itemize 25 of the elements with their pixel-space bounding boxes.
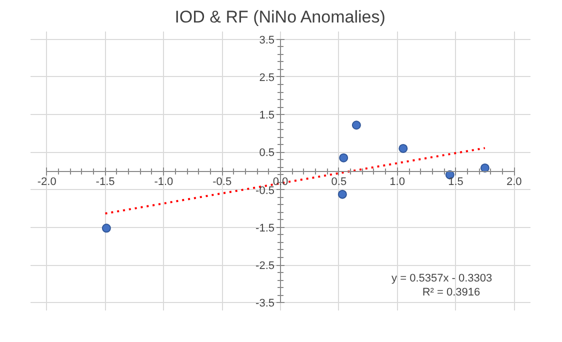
annotation: y = 0.5357x - 0.3303 <box>392 272 492 285</box>
y-tick-label: -2.5 <box>256 260 275 272</box>
point <box>480 164 490 172</box>
x-tick-label: -1.0 <box>154 176 174 188</box>
y-tick-label: 1.5 <box>259 110 275 122</box>
point <box>339 153 348 162</box>
y-tick-label: -3.5 <box>256 298 275 310</box>
x-tick-label: -1.5 <box>96 176 115 188</box>
point <box>398 144 408 153</box>
x-tick-label: 0.5 <box>331 176 347 188</box>
y-tick-label: 0.5 <box>259 147 275 160</box>
x-tick-label: 1.5 <box>448 176 464 188</box>
y-tick-label: 3.5 <box>259 34 275 46</box>
y-tick-label: 2.5 <box>259 72 275 84</box>
x-tick-label: 1.0 <box>390 176 405 188</box>
x-tick-label: -0.5 <box>212 176 232 188</box>
y-tick-label: -0.5 <box>256 184 275 197</box>
x-tick-label: 2.0 <box>506 176 522 188</box>
annotation: R² = 0.3916 <box>422 286 480 299</box>
x-tick-label: -2.0 <box>37 176 56 188</box>
point <box>102 224 111 233</box>
chart-title: IOD & RF (NiNo Anomalies) <box>174 8 386 26</box>
y-tick-label: -1.5 <box>256 222 275 234</box>
point <box>338 190 347 199</box>
point <box>352 120 361 130</box>
